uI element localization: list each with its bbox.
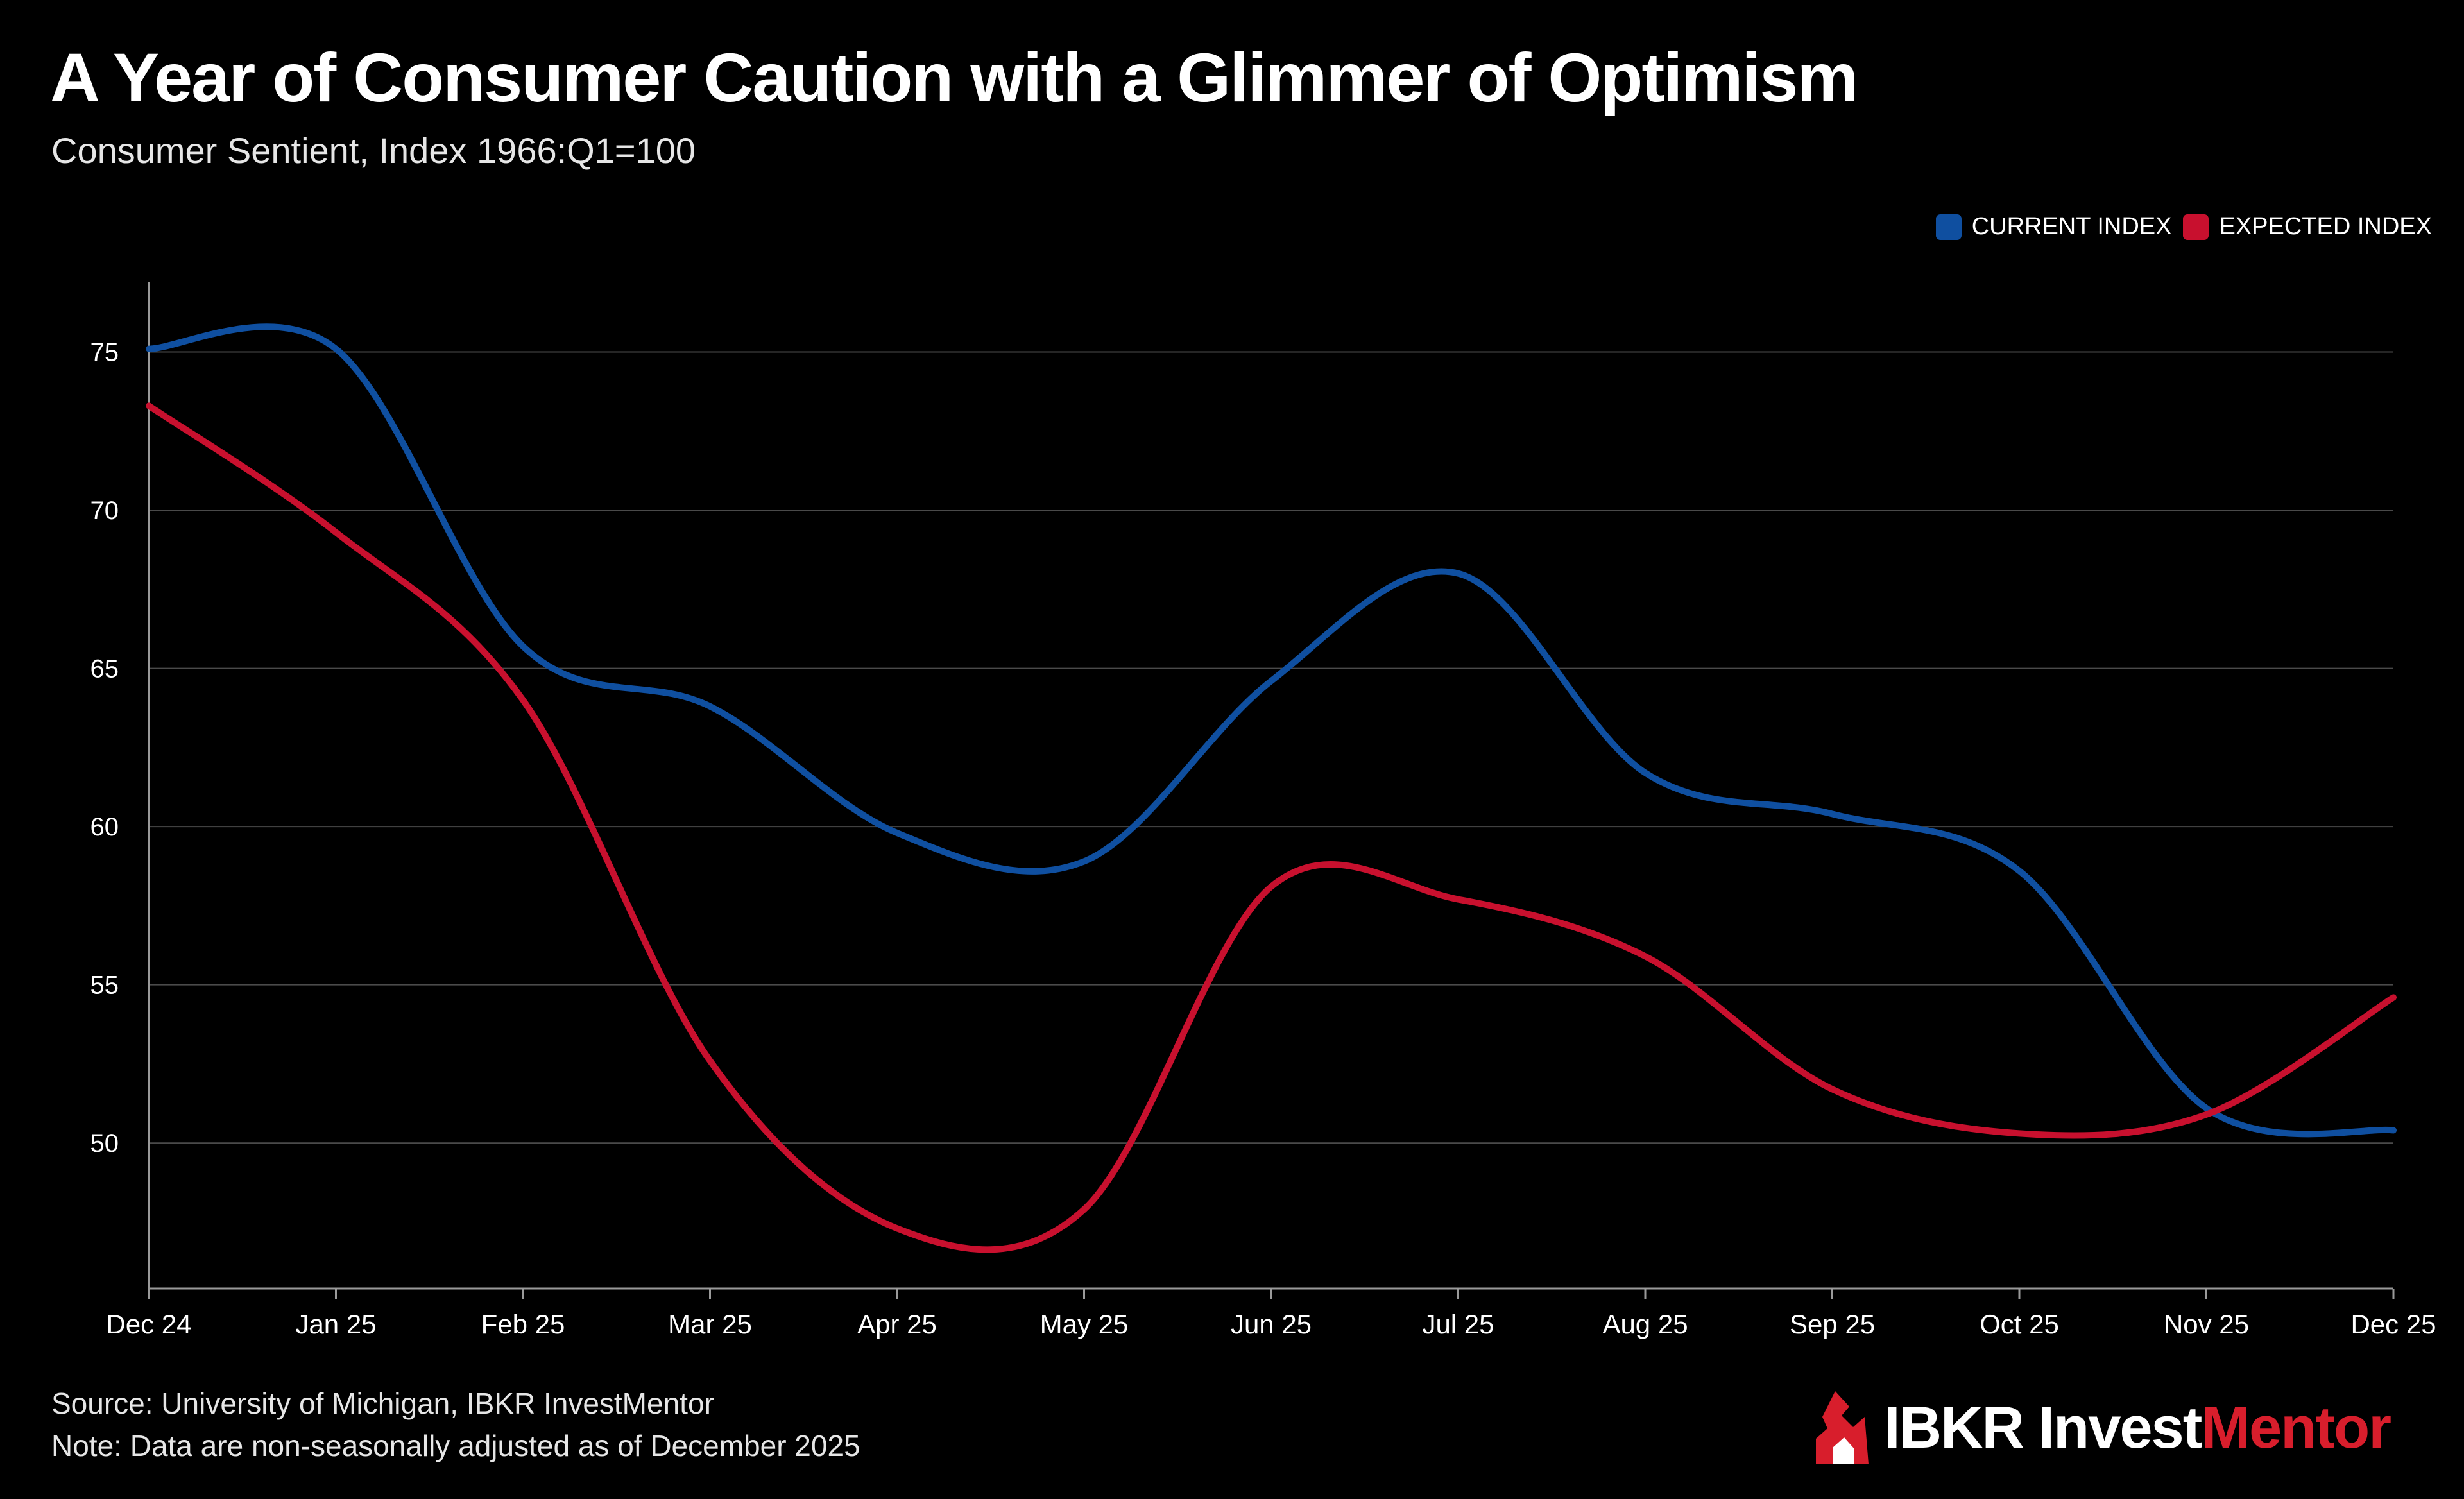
legend-item-expected: EXPECTED INDEX bbox=[2183, 213, 2432, 241]
legend-swatch-expected bbox=[2183, 214, 2209, 240]
y-tick-label: 60 bbox=[90, 813, 119, 841]
y-tick-label: 70 bbox=[90, 497, 119, 525]
chart-subtitle: Consumer Sentient, Index 1966:Q1=100 bbox=[51, 130, 696, 171]
ibkr-flame-icon bbox=[1816, 1391, 1869, 1464]
y-tick-label: 55 bbox=[90, 972, 119, 1000]
x-tick-label: Jun 25 bbox=[1231, 1309, 1312, 1339]
data-note: Note: Data are non-seasonally adjusted a… bbox=[51, 1429, 860, 1462]
legend-label-current: CURRENT INDEX bbox=[1971, 213, 2172, 240]
chart-title: A Year of Consumer Caution with a Glimme… bbox=[50, 39, 1858, 116]
x-tick-label: Dec 25 bbox=[2350, 1309, 2436, 1339]
x-tick-label: Oct 25 bbox=[1980, 1309, 2059, 1339]
x-tick-label: Aug 25 bbox=[1602, 1309, 1688, 1339]
x-tick-label: Mar 25 bbox=[668, 1309, 752, 1339]
x-tick-label: Apr 25 bbox=[857, 1309, 937, 1339]
y-tick-label: 65 bbox=[90, 655, 119, 683]
series-line-current bbox=[146, 323, 2397, 1138]
x-tick-label: May 25 bbox=[1040, 1309, 1129, 1339]
x-tick-label: Feb 25 bbox=[481, 1309, 565, 1339]
logo-accent-text: Mentor bbox=[2201, 1394, 2391, 1460]
ibkr-investmentor-logo: IBKR Invest Mentor bbox=[1816, 1391, 2391, 1464]
legend-swatch-current bbox=[1935, 214, 1962, 240]
x-tick-label: Nov 25 bbox=[2164, 1309, 2249, 1339]
x-tick-label: Jul 25 bbox=[1422, 1309, 1494, 1339]
legend-label-expected: EXPECTED INDEX bbox=[2219, 213, 2432, 240]
legend: CURRENT INDEX EXPECTED INDEX bbox=[1924, 213, 2432, 241]
source-note: Source: University of Michigan, IBKR Inv… bbox=[51, 1387, 714, 1420]
x-tick-label: Sep 25 bbox=[1790, 1309, 1875, 1339]
x-tick-label: Jan 25 bbox=[295, 1309, 376, 1339]
y-tick-label: 75 bbox=[90, 339, 119, 367]
y-tick-label: 50 bbox=[90, 1129, 119, 1158]
x-tick-label: Dec 24 bbox=[106, 1309, 191, 1339]
series-line-expected bbox=[146, 402, 2397, 1253]
legend-item-current: CURRENT INDEX bbox=[1935, 213, 2172, 241]
logo-brand-text: IBKR Invest bbox=[1884, 1394, 2202, 1460]
